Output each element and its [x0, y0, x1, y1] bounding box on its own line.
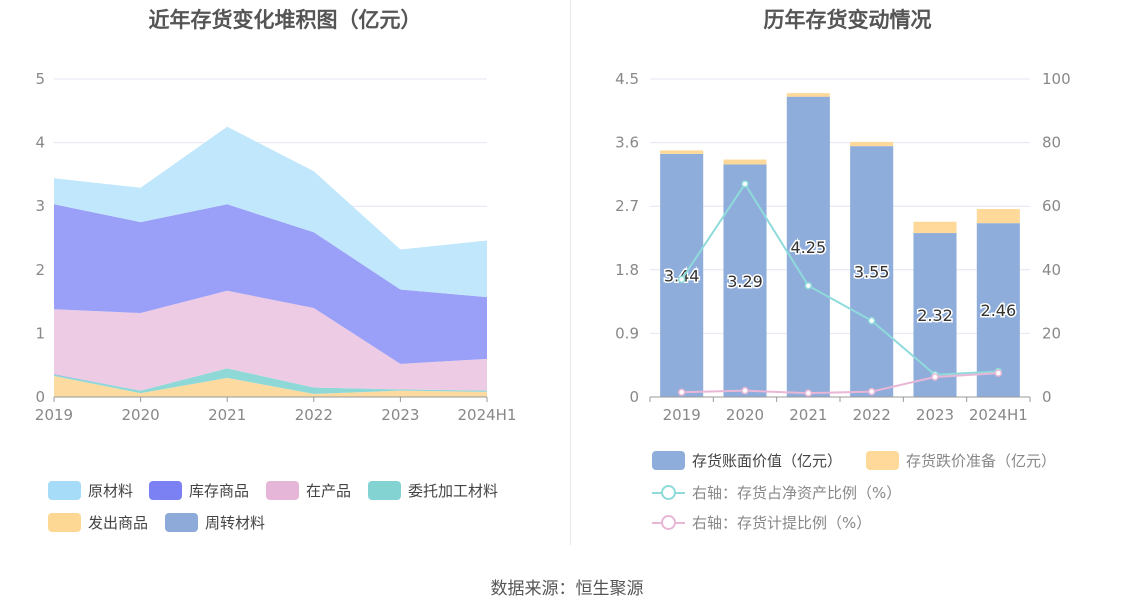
bar-impairment	[723, 159, 767, 165]
legend-item-finished-goods[interactable]: 库存商品	[149, 480, 249, 501]
legend-label: 在产品	[306, 482, 352, 500]
line-provision-ratio	[681, 372, 999, 395]
line-point	[804, 389, 813, 397]
y-left-tick-label: 2.7	[615, 197, 639, 215]
y-right-tick-label: 80	[1042, 134, 1061, 152]
bar-book-value	[660, 153, 704, 397]
y-tick-label: 1	[35, 324, 45, 342]
x-tick-label: 2019	[663, 406, 701, 424]
legend-item-raw-materials[interactable]: 原材料	[48, 480, 133, 501]
legend-label: 库存商品	[189, 482, 250, 500]
legend-label: 右轴：存货占净资产比例（%）	[692, 484, 902, 502]
y-right-tick-label: 0	[1042, 388, 1052, 406]
y-left-tick-label: 4.5	[615, 70, 639, 88]
y-left-tick-label: 3.6	[615, 134, 639, 152]
legend-item-goods-shipped[interactable]: 发出商品	[48, 512, 148, 533]
bar-data-label: 3.29	[727, 272, 763, 291]
legend-label: 右轴：存货计提比例（%）	[692, 514, 872, 532]
bar-data-label: 2.32	[917, 306, 953, 325]
legend-label: 周转材料	[205, 514, 266, 532]
bar-data-label: 4.25	[791, 238, 827, 257]
legend-swatch	[266, 481, 299, 500]
line-point	[804, 281, 813, 290]
legend-item-consigned-materials[interactable]: 委托加工材料	[368, 480, 498, 501]
line-point	[677, 388, 686, 396]
legend-label: 存货账面价值（亿元）	[692, 452, 843, 470]
legend-item-impairment[interactable]: 存货跌价准备（亿元）	[866, 450, 1056, 471]
y-left-tick-label: 0.9	[615, 324, 639, 342]
x-tick-label: 2023	[916, 406, 954, 424]
y-left-tick-label: 1.8	[615, 261, 639, 279]
y-tick-label: 2	[35, 261, 45, 279]
legend-label: 发出商品	[88, 514, 149, 532]
legend-item-book-value[interactable]: 存货账面价值（亿元）	[652, 450, 842, 471]
line-point	[741, 386, 749, 395]
bar-data-label: 2.46	[981, 301, 1017, 320]
bar-book-value	[850, 146, 894, 397]
legend-swatch	[165, 513, 198, 532]
line-point	[867, 387, 876, 396]
left-chart-title: 近年存货变化堆积图（亿元）	[148, 8, 422, 32]
line-point	[677, 275, 686, 284]
legend-item-inventory-net-assets-ratio[interactable]: 右轴：存货占净资产比例（%）	[652, 482, 901, 503]
legend-label: 存货跌价准备（亿元）	[906, 452, 1057, 470]
x-tick-label: 2019	[35, 406, 73, 424]
y-right-tick-label: 20	[1042, 324, 1061, 342]
line-point	[867, 316, 876, 325]
y-left-tick-label: 0	[629, 388, 639, 406]
line-point	[741, 180, 749, 188]
x-tick-label: 2022	[295, 406, 333, 424]
x-tick-label: 2021	[208, 406, 246, 424]
legend-line-marker	[652, 513, 685, 532]
x-tick-label: 2024H1	[458, 406, 517, 424]
data-source-note: 数据来源：恒生聚源	[490, 579, 644, 599]
line-net-assets-ratio	[680, 182, 999, 376]
x-tick-label: 2021	[789, 406, 827, 424]
line-point	[931, 373, 939, 381]
area-series	[54, 376, 487, 397]
legend-label: 原材料	[88, 482, 134, 500]
stacked-area-chart: 0 1 2 3 4 5 2019 2020 2021 2022 2023 2024H1	[35, 70, 517, 424]
bar-book-value	[913, 233, 957, 397]
legend-swatch	[866, 451, 899, 470]
legend-swatch	[48, 513, 81, 532]
bar-book-value	[723, 164, 767, 397]
legend-label: 委托加工材料	[408, 482, 499, 500]
bar-impairment	[976, 209, 1020, 224]
legend-item-wip[interactable]: 在产品	[266, 480, 351, 501]
legend-item-revolving-materials[interactable]: 周转材料	[165, 512, 265, 533]
bar-impairment	[850, 141, 894, 147]
y-right-tick-label: 60	[1042, 197, 1061, 215]
y-tick-label: 5	[35, 70, 45, 88]
x-tick-label: 2020	[726, 406, 764, 424]
legend-item-provision-ratio[interactable]: 右轴：存货计提比例（%）	[652, 512, 871, 533]
y-right-tick-label: 40	[1042, 261, 1061, 279]
x-tick-label: 2023	[381, 406, 419, 424]
legend-swatch	[368, 481, 401, 500]
legend-swatch	[652, 451, 685, 470]
legend-swatch	[48, 481, 81, 500]
area-series	[54, 204, 487, 364]
y-right-tick-label: 100	[1042, 70, 1071, 88]
chart-divider	[570, 0, 571, 545]
x-tick-label: 2024H1	[969, 406, 1028, 424]
legend-swatch	[149, 481, 182, 500]
bar-book-value	[786, 96, 830, 398]
x-tick-label: 2022	[853, 406, 891, 424]
legend-line-marker	[652, 483, 685, 502]
y-tick-label: 0	[35, 388, 45, 406]
y-tick-label: 4	[35, 134, 45, 152]
right-chart-title: 历年存货变动情况	[763, 8, 932, 32]
area-series	[54, 368, 487, 394]
bar-data-label: 3.55	[854, 263, 890, 282]
area-series	[54, 290, 487, 391]
bar-impairment	[660, 150, 704, 154]
bar-line-chart: 000.9201.8402.7603.6804.51003.443.294.25…	[615, 70, 1071, 424]
bar-impairment	[786, 93, 830, 97]
area-series	[54, 126, 487, 298]
y-tick-label: 3	[35, 197, 45, 215]
x-tick-label: 2020	[122, 406, 160, 424]
line-point	[994, 369, 1003, 377]
bar-impairment	[913, 221, 957, 234]
